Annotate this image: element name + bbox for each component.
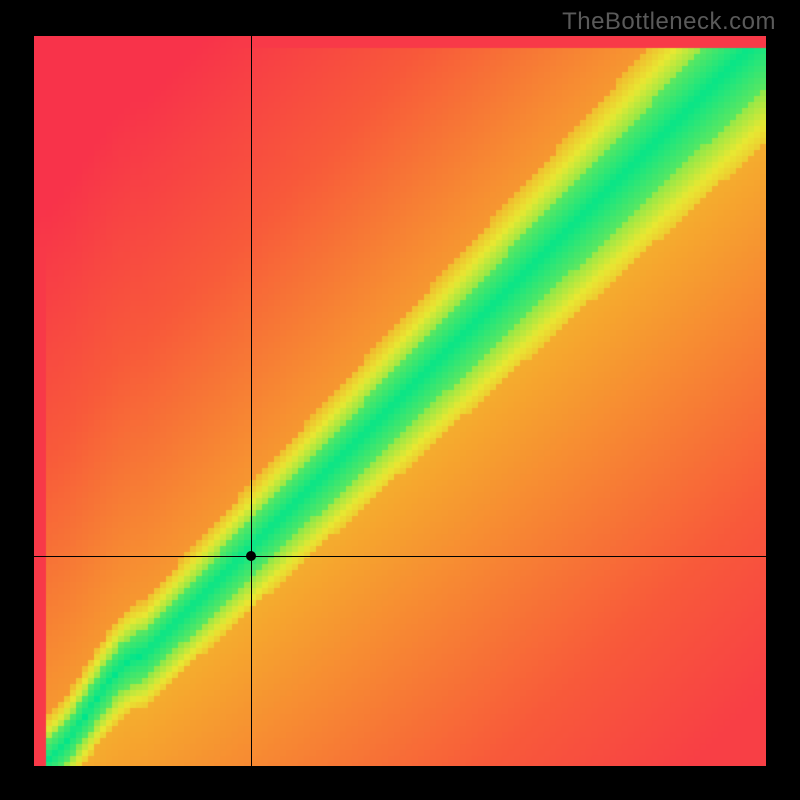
heatmap-canvas [34,36,766,766]
plot-area [34,36,766,766]
frame: TheBottleneck.com [0,0,800,800]
watermark-text: TheBottleneck.com [562,8,776,36]
